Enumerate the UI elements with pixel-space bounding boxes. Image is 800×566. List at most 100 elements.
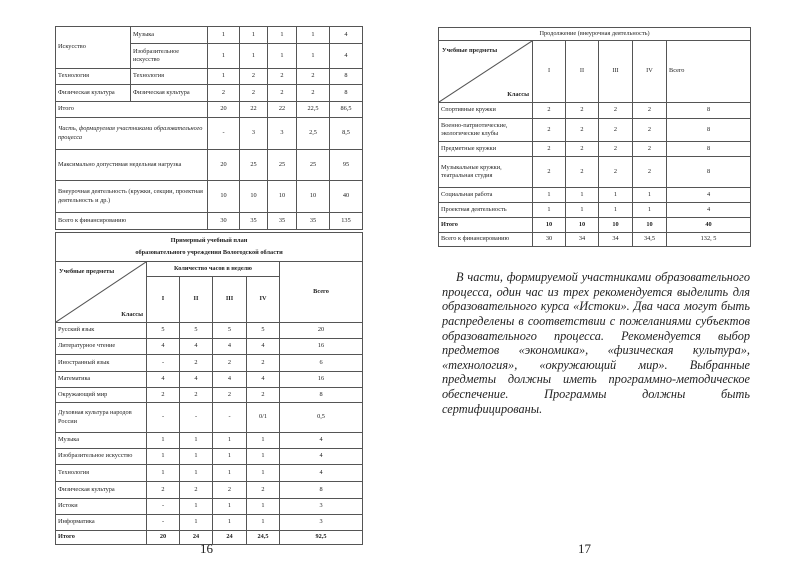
grade-hours-cell: 1 [532,202,566,218]
table-row: Искусство Музыка 1 1 1 1 4 [55,26,363,69]
grade-hours-cell: 1 [207,68,240,85]
grade-hours-cell: 2 [146,387,180,403]
grade-hours-cell: 1 [598,187,633,203]
subject-area-cell: Искусство [55,26,131,69]
grade-hours-cell: 2 [296,68,330,85]
grade-hours-cell: 4 [146,338,180,355]
grade-hours-cell: 1 [296,26,330,44]
grade-hours-cell: 10 [565,217,599,233]
grade-hours-cell: 1 [267,43,297,69]
grade-header-cell: I [532,40,566,103]
row-label-cell: Технология [55,464,147,482]
grade-hours-cell: 22,5 [296,101,330,118]
table-row: Итого 10 10 10 10 40 [438,217,752,233]
row-label-cell: Внеурочная деятельность (кружки, секции,… [55,180,208,213]
total-hours-cell: 8 [329,84,363,102]
table-row: Технология 1 1 1 1 4 [55,464,364,482]
table-row: Итого 20 22 22 22,5 86,5 [55,101,363,118]
page-number-left: 16 [200,541,213,556]
grade-hours-cell: 2 [212,481,247,499]
grade-hours-cell: 2 [212,354,247,372]
subject-cell: Технология [130,68,208,85]
grade-header-cell: IV [246,276,280,323]
grade-hours-cell: 2 [212,387,247,403]
table-row: Физическая культура 2 2 2 2 8 [55,481,364,499]
grade-hours-cell: 1 [212,432,247,449]
table-row: Внеурочная деятельность (кружки, секции,… [55,180,363,213]
grade-header-cell: III [212,276,247,323]
table-row: Предметные кружки 2 2 2 2 8 [438,141,752,157]
grade-hours-cell: 1 [179,498,213,515]
grade-hours-cell: 4 [246,338,280,355]
total-hours-cell: 4 [278,432,364,449]
grade-hours-cell: 20 [146,530,180,545]
grade-hours-cell: 1 [246,514,280,531]
row-label-cell: Спортивные кружки [438,102,533,119]
grade-hours-cell: 10 [598,217,633,233]
total-hours-cell: 3 [278,498,364,515]
page-number-right: 17 [578,541,591,556]
total-hours-cell: 16 [278,371,364,388]
grade-hours-cell: 4 [212,371,247,388]
total-hours-cell: 8,5 [329,117,363,150]
grade-hours-cell: 1 [598,202,633,218]
row-label-cell: Изобразительное искусство [55,448,147,465]
corner-grades-label: Классы [121,310,143,318]
grade-hours-cell: 34 [598,232,633,247]
row-label-cell: Истоки [55,498,147,515]
grade-hours-cell: 24 [212,530,247,545]
grade-hours-cell: 4 [146,371,180,388]
table-title-line: Примерный учебный план [170,236,248,244]
grade-hours-cell: 5 [179,322,213,339]
subject-area-cell: Технология [55,68,131,85]
grade-hours-cell: - [146,354,180,372]
total-hours-cell: 16 [278,338,364,355]
grade-hours-cell: 0/1 [246,402,280,433]
grade-hours-cell: - [146,498,180,515]
table-title-row: Примерный учебный план образовательного у… [54,232,364,262]
grades-row: I II III IV [56,276,363,323]
grade-hours-cell: 10 [267,180,297,213]
grade-hours-cell: 1 [179,464,213,482]
grade-hours-cell: 34 [565,232,599,247]
table-row: Физическая культура Физическая культура 2 2… [55,84,363,102]
grade-hours-cell: 3 [239,117,268,150]
grade-hours-cell: 1 [146,464,180,482]
grade-hours-cell: 10 [239,180,268,213]
sample-curriculum-table: Примерный учебный план образовательного у… [54,232,364,545]
grade-hours-cell: 1 [296,43,330,69]
grade-hours-cell: 5 [146,322,180,339]
table-row: Всего к финансированию 30 34 34 34,5 132, 5 [438,232,752,247]
total-hours-cell: 135 [329,212,363,230]
grade-hours-cell: 1 [212,498,247,515]
body-paragraph: В части, формируемой участниками образов… [442,270,750,416]
row-label-cell: Всего к финансированию [438,232,533,247]
grade-hours-cell: 2 [565,156,599,188]
grade-header-cell: II [179,276,213,323]
total-hours-cell: 8 [278,481,364,499]
table-row: Духовная культура народов России - - -0/1 0,… [55,402,364,433]
grade-hours-cell: 1 [239,43,268,69]
table-row: Спортивные кружки 2 2 2 2 8 [438,102,752,119]
total-hours-cell: 3 [278,514,364,531]
row-label-cell: Военно-патриотические, экологические клу… [438,118,533,142]
total-hours-cell: 8 [665,156,752,188]
grade-hours-cell: 1 [246,432,280,449]
row-label-cell: Проектная деятельность [438,202,533,218]
corner-subjects-label: Учебные предметы [442,47,498,54]
grade-hours-cell: 2 [532,141,566,157]
row-label-cell: Русский язык [55,322,147,339]
grade-hours-cell: 2 [246,387,280,403]
grade-hours-cell: 2 [632,156,667,188]
grade-hours-cell: 1 [532,187,566,203]
table-row: Изобразительное искусство 1 1 1 1 4 [55,448,364,465]
subject-area-cell: Физическая культура [55,84,131,102]
extracurricular-table: Продолжение (внеурочная деятельность) Уче… [437,27,752,247]
grade-hours-cell: 2 [532,102,566,119]
diagonal-header-cell: Учебные предметы Классы [438,40,533,103]
total-hours-cell: 4 [329,43,363,69]
total-hours-cell: 8 [665,141,752,157]
grade-hours-cell: 2 [146,481,180,499]
grade-hours-cell: 4 [179,338,213,355]
row-label-cell: Максимально допустимая недельная нагрузк… [55,149,208,181]
